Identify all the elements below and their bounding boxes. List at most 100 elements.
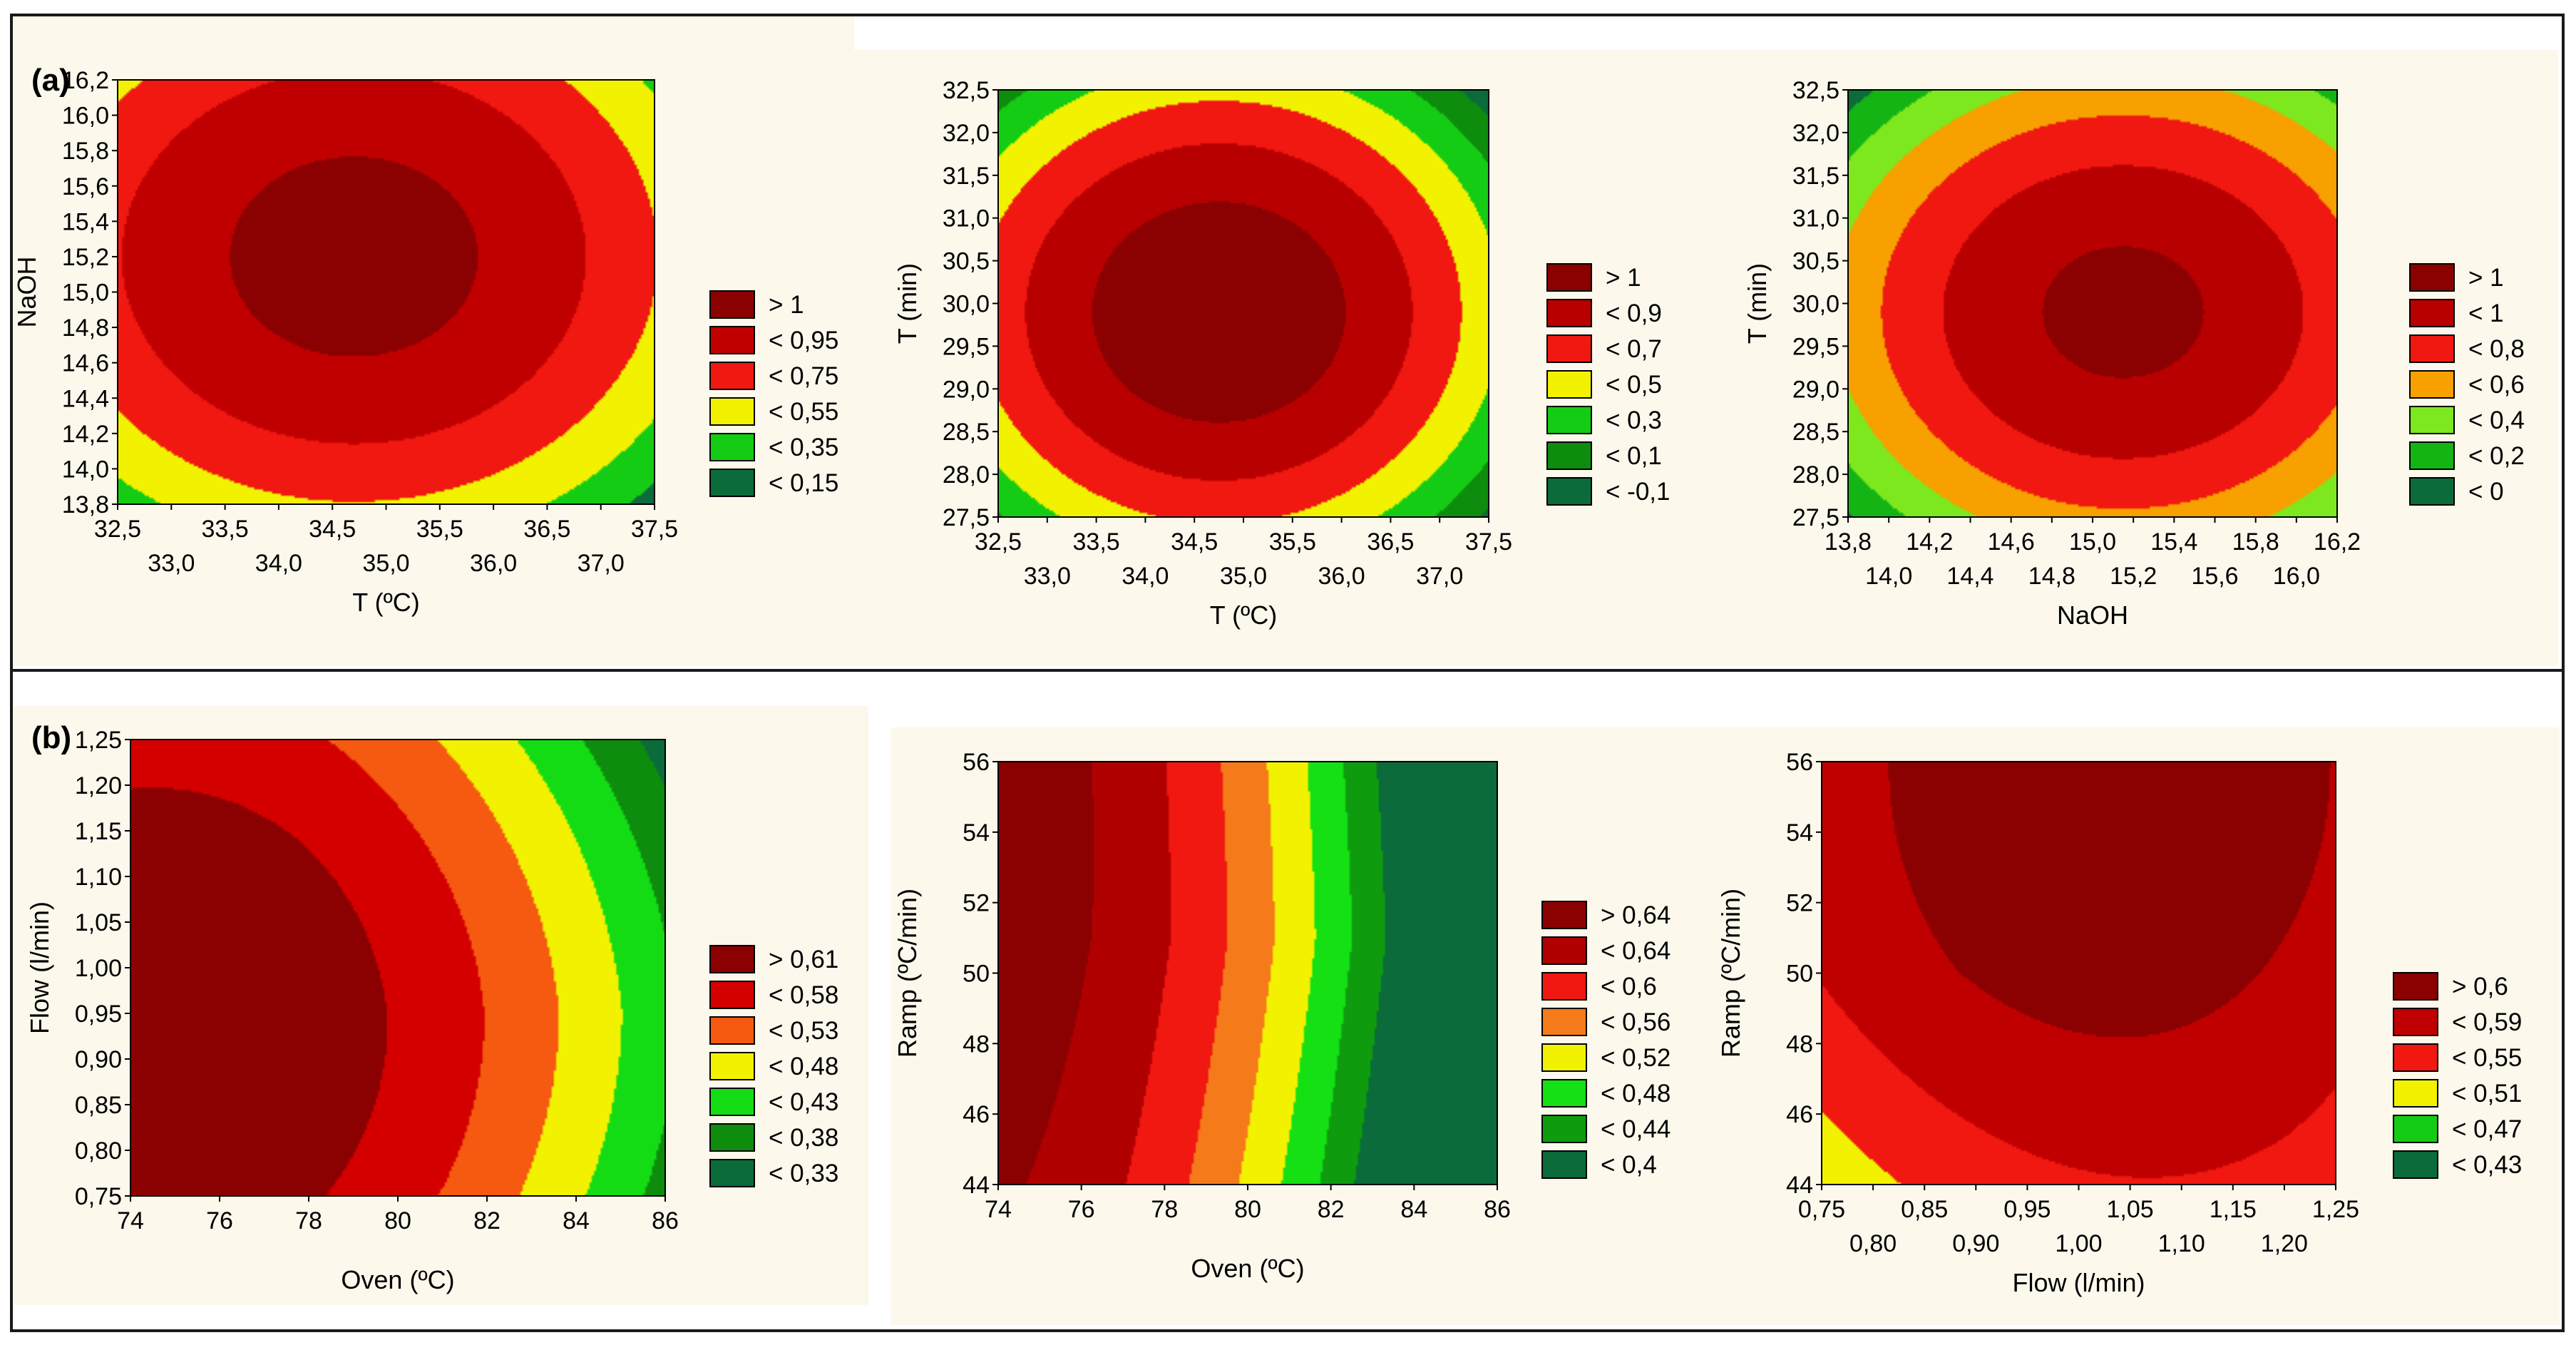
legend-label: > 1 [1606,264,1641,292]
y-tick-label: 30,0 [1792,291,1839,318]
y-axis-label: Ramp (ºC/min) [1716,889,1745,1058]
y-tick-label: 29,5 [943,333,990,360]
y-tick-label: 50 [1786,961,1813,988]
legend-swatch [1546,370,1592,399]
x-tick-label: 36,0 [470,550,517,577]
x-tick-label: 0,80 [1849,1230,1897,1257]
legend: > 1 < 1 < 0,8 < 0,6 < 0,4 < 0,2 < 0 [2409,263,2525,506]
contour-surface [1848,90,2337,517]
legend-swatch [1541,1150,1587,1179]
x-tick-label: 15,4 [2150,528,2197,556]
y-tick-label: 31,0 [1792,205,1839,232]
x-tick-label: 74 [117,1207,144,1234]
legend-swatch [1541,1115,1587,1143]
y-tick-label: 29,0 [1792,376,1839,403]
legend-swatch [709,290,755,319]
contour-plot-5: 44 46 48 50 52 54 56 74 76 78 80 82 84 86 Oven (ºC) Ram… [893,749,1671,1283]
legend-label: < 0,43 [769,1088,838,1116]
x-tick-label: 1,20 [2261,1230,2308,1257]
y-tick-label: 1,25 [75,727,122,754]
legend-label: < 0,51 [2452,1080,2522,1108]
legend-swatch [2393,1150,2438,1179]
x-axis-label: T (ºC) [352,588,419,617]
legend-label: < 0,48 [769,1053,838,1080]
legend-label: < 0,55 [2452,1044,2522,1072]
x-tick-label: 34,5 [1171,528,1218,556]
y-tick-label: 54 [1786,819,1813,847]
y-tick-label: 0,95 [75,1001,122,1028]
y-tick-label: 48 [1786,1031,1813,1058]
y-tick-label: 50 [963,961,990,988]
y-tick-label: 52 [1786,890,1813,917]
y-tick-label: 31,0 [943,205,990,232]
y-tick-label: 0,80 [75,1137,122,1165]
x-axis-label: Oven (ºC) [1191,1254,1304,1283]
y-tick-label: 28,0 [943,461,990,489]
legend-label: < 0,3 [1606,406,1662,434]
contour-surface [118,80,655,504]
x-tick-label: 37,0 [578,550,625,577]
legend-label: < 0,44 [1601,1115,1671,1143]
y-tick-label: 1,15 [75,818,122,845]
y-axis-label: Flow (l/min) [25,901,54,1034]
y-tick-label: 56 [963,749,990,776]
legend-swatch [2393,1115,2438,1143]
legend-label: > 1 [769,291,804,319]
y-tick-label: 16,0 [62,103,109,130]
y-tick-label: 31,5 [943,163,990,190]
legend-label: > 0,6 [2452,973,2508,1001]
contour-surface [130,740,665,1196]
x-tick-label: 36,0 [1318,563,1365,590]
x-axis-label: Oven (ºC) [341,1265,454,1294]
legend-label: < 0,4 [2468,406,2525,434]
legend-swatch [1546,441,1592,470]
x-tick-label: 14,2 [1906,528,1953,556]
x-tick-label: 14,0 [1865,563,1912,590]
figure-border [10,14,2565,1332]
legend-label: < 0,55 [769,398,838,426]
y-tick-label: 27,5 [1792,504,1839,531]
legend-swatch [2409,299,2455,327]
y-tick-label: 14,0 [62,456,109,483]
contour-plot-1: 13,8 14,0 14,2 14,4 14,6 14,8 15,0 15,2 15,4 15,6… [12,67,838,617]
legend-label: < 0,75 [769,362,838,390]
y-tick-label: 28,0 [1792,461,1839,489]
x-tick-label: 74 [985,1196,1012,1223]
y-tick-label: 15,0 [62,280,109,307]
legend-label: < 0,4 [1601,1151,1657,1179]
legend-label: < 0,2 [2468,442,2525,470]
x-tick-label: 16,0 [2273,563,2320,590]
y-tick-label: 32,5 [1792,77,1839,104]
y-tick-label: 30,0 [943,291,990,318]
legend-label: < 0,15 [769,469,838,497]
legend-label: < 0,6 [2468,371,2525,399]
legend-label: < 0,53 [769,1017,838,1045]
legend-swatch [1541,936,1587,965]
y-tick-label: 1,20 [75,772,122,799]
x-tick-label: 0,90 [1952,1230,1999,1257]
legend: > 0,6 < 0,59 < 0,55 < 0,51 < 0,47 < 0,43 [2393,972,2522,1179]
legend-label: < 0,52 [1601,1044,1671,1072]
legend-label: < 0,7 [1606,335,1662,363]
x-tick-label: 84 [1400,1196,1427,1223]
x-axis-label: Flow (l/min) [2013,1268,2145,1297]
x-tick-label: 32,5 [94,516,141,543]
legend-swatch [1541,901,1587,929]
x-tick-label: 15,0 [2069,528,2116,556]
legend-swatch [1541,1008,1587,1036]
x-tick-label: 32,5 [975,528,1022,556]
y-tick-label: 46 [1786,1101,1813,1128]
x-tick-label: 84 [563,1207,590,1234]
legend-swatch [709,1088,755,1116]
x-tick-label: 13,8 [1825,528,1872,556]
legend-swatch [1546,299,1592,327]
panel-label-b: (b) [31,720,72,755]
y-tick-label: 15,6 [62,173,109,200]
y-tick-label: 14,2 [62,421,109,448]
legend-label: < 0,9 [1606,300,1662,327]
y-tick-label: 1,10 [75,864,122,891]
y-tick-label: 31,5 [1792,163,1839,190]
y-tick-label: 14,6 [62,350,109,377]
x-tick-label: 16,2 [2314,528,2361,556]
